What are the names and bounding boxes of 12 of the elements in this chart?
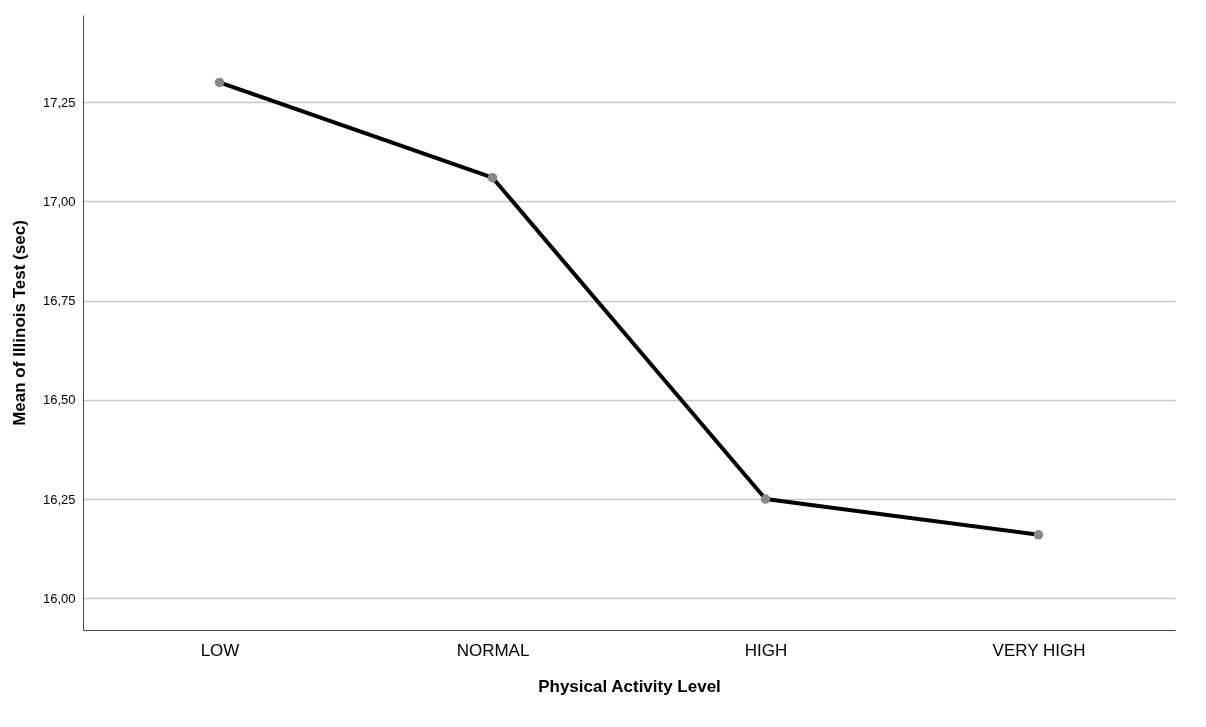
y-tick-label: 17,00	[42, 193, 76, 209]
x-axis-title: Physical Activity Level	[538, 676, 721, 696]
x-tick-label: VERY HIGH	[992, 640, 1086, 660]
x-tick-label: LOW	[200, 640, 240, 660]
y-axis-title: Mean of Illinois Test (sec)	[9, 220, 29, 426]
y-tick-label: 16,00	[42, 590, 76, 606]
x-tick-label: HIGH	[744, 640, 788, 660]
y-tick-label: 17,25	[42, 94, 76, 110]
y-tick-label: 16,25	[42, 491, 76, 507]
y-tick-label: 16,50	[42, 392, 76, 408]
y-tick-label: 16,75	[42, 293, 76, 309]
x-tick-label: NORMAL	[456, 640, 530, 660]
